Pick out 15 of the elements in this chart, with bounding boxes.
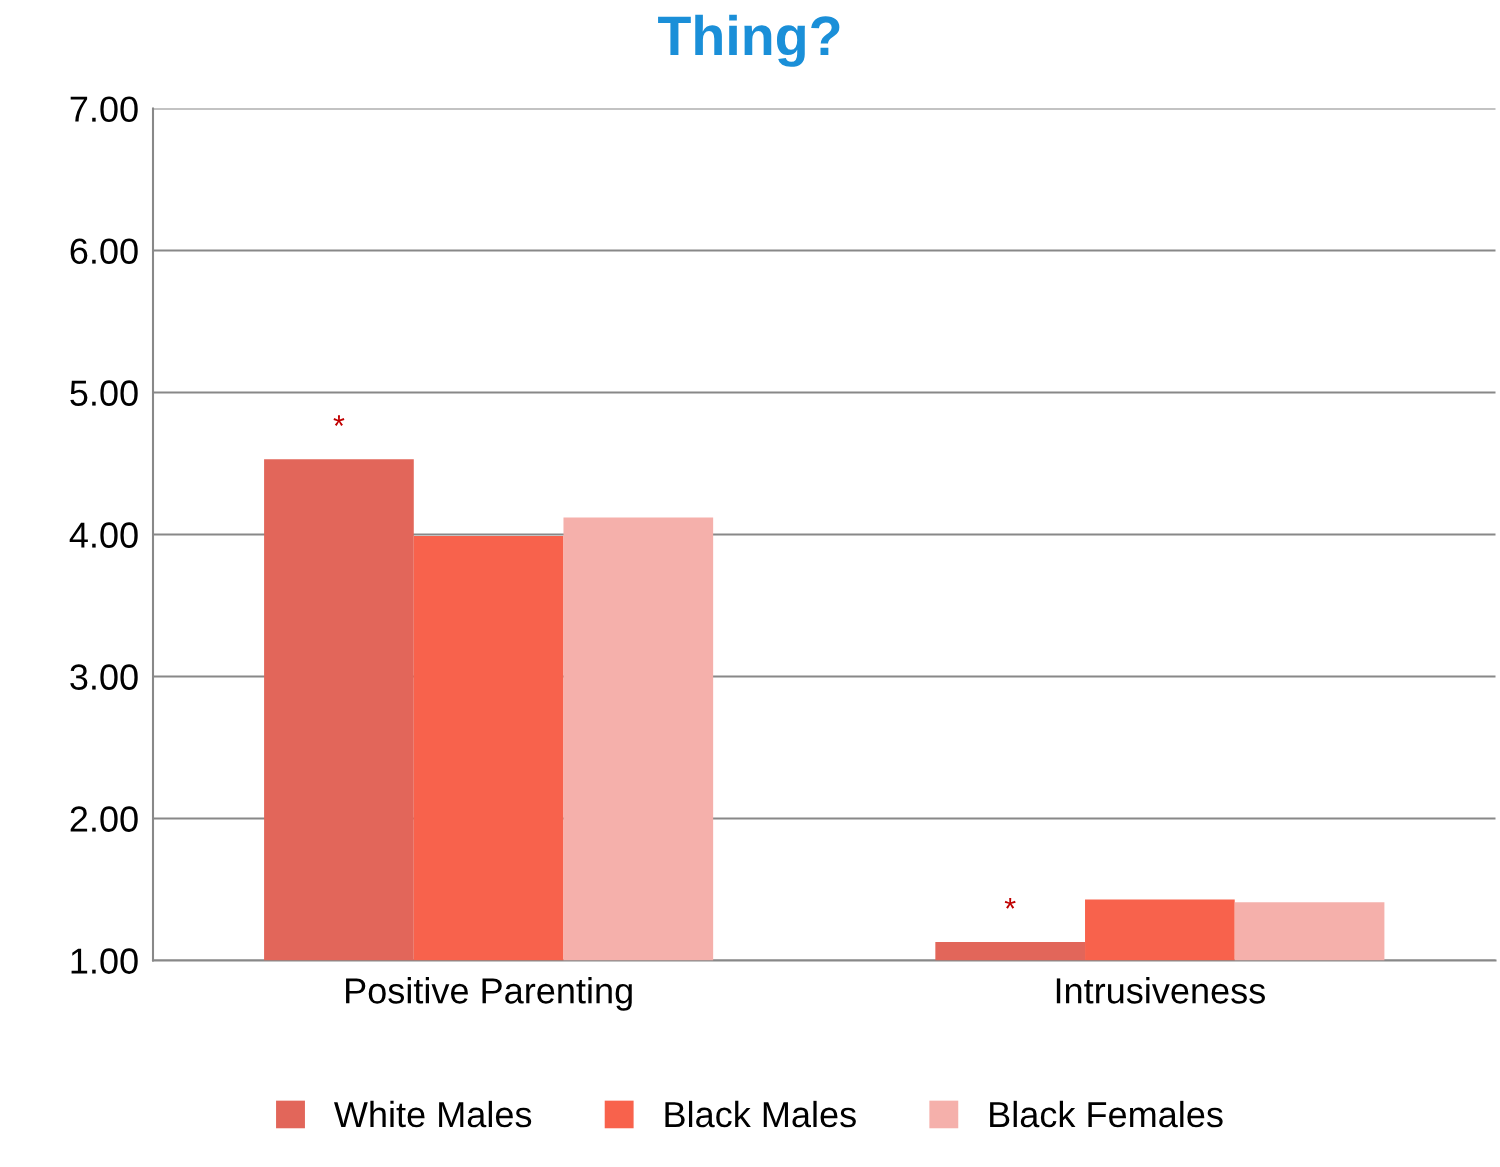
y-tick-label: 6.00	[70, 238, 138, 264]
annotation: *	[333, 415, 345, 426]
y-tick-label: 3.00	[70, 664, 138, 690]
annotation: *	[1004, 897, 1016, 909]
y-tick-label: 1.00	[71, 948, 138, 974]
chart-title: Thing?	[658, 14, 840, 67]
legend-label: Black Females	[990, 1100, 1223, 1128]
legend-label: White Males	[333, 1100, 532, 1128]
y-tick-label: 7.00	[70, 96, 138, 122]
legend-label: Black Males	[665, 1100, 856, 1128]
x-tick-label: Intrusiveness	[1056, 977, 1265, 1004]
y-tick-label: 4.00	[69, 522, 138, 548]
y-tick-label: 2.00	[70, 806, 138, 832]
x-tick-label: Positive Parenting	[346, 977, 632, 1011]
y-tick-label: 5.00	[70, 380, 138, 406]
